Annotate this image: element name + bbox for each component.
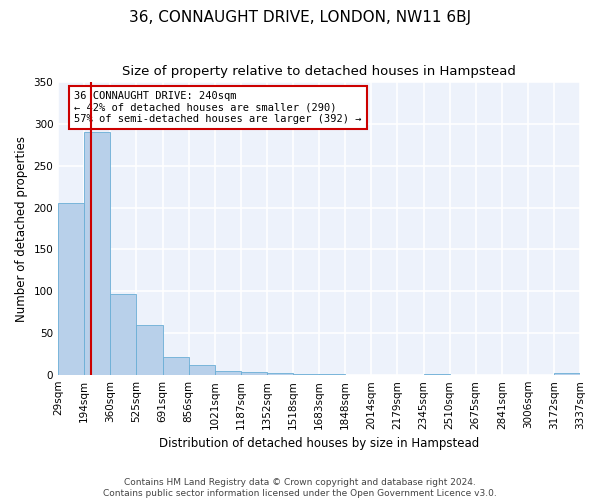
Bar <box>84 132 110 375</box>
Bar <box>267 374 293 375</box>
Bar <box>163 358 188 375</box>
Bar <box>215 371 241 375</box>
Text: Contains HM Land Registry data © Crown copyright and database right 2024.
Contai: Contains HM Land Registry data © Crown c… <box>103 478 497 498</box>
Text: 36 CONNAUGHT DRIVE: 240sqm
← 42% of detached houses are smaller (290)
57% of sem: 36 CONNAUGHT DRIVE: 240sqm ← 42% of deta… <box>74 90 361 124</box>
Bar <box>58 204 84 375</box>
Bar <box>136 325 163 375</box>
Bar <box>110 294 136 375</box>
Text: 36, CONNAUGHT DRIVE, LONDON, NW11 6BJ: 36, CONNAUGHT DRIVE, LONDON, NW11 6BJ <box>129 10 471 25</box>
Title: Size of property relative to detached houses in Hampstead: Size of property relative to detached ho… <box>122 65 516 78</box>
Bar <box>554 374 580 375</box>
Bar <box>241 372 267 375</box>
Bar <box>424 374 449 375</box>
Bar <box>293 374 319 375</box>
X-axis label: Distribution of detached houses by size in Hampstead: Distribution of detached houses by size … <box>159 437 479 450</box>
Y-axis label: Number of detached properties: Number of detached properties <box>15 136 28 322</box>
Bar <box>319 374 345 375</box>
Bar <box>188 365 215 375</box>
